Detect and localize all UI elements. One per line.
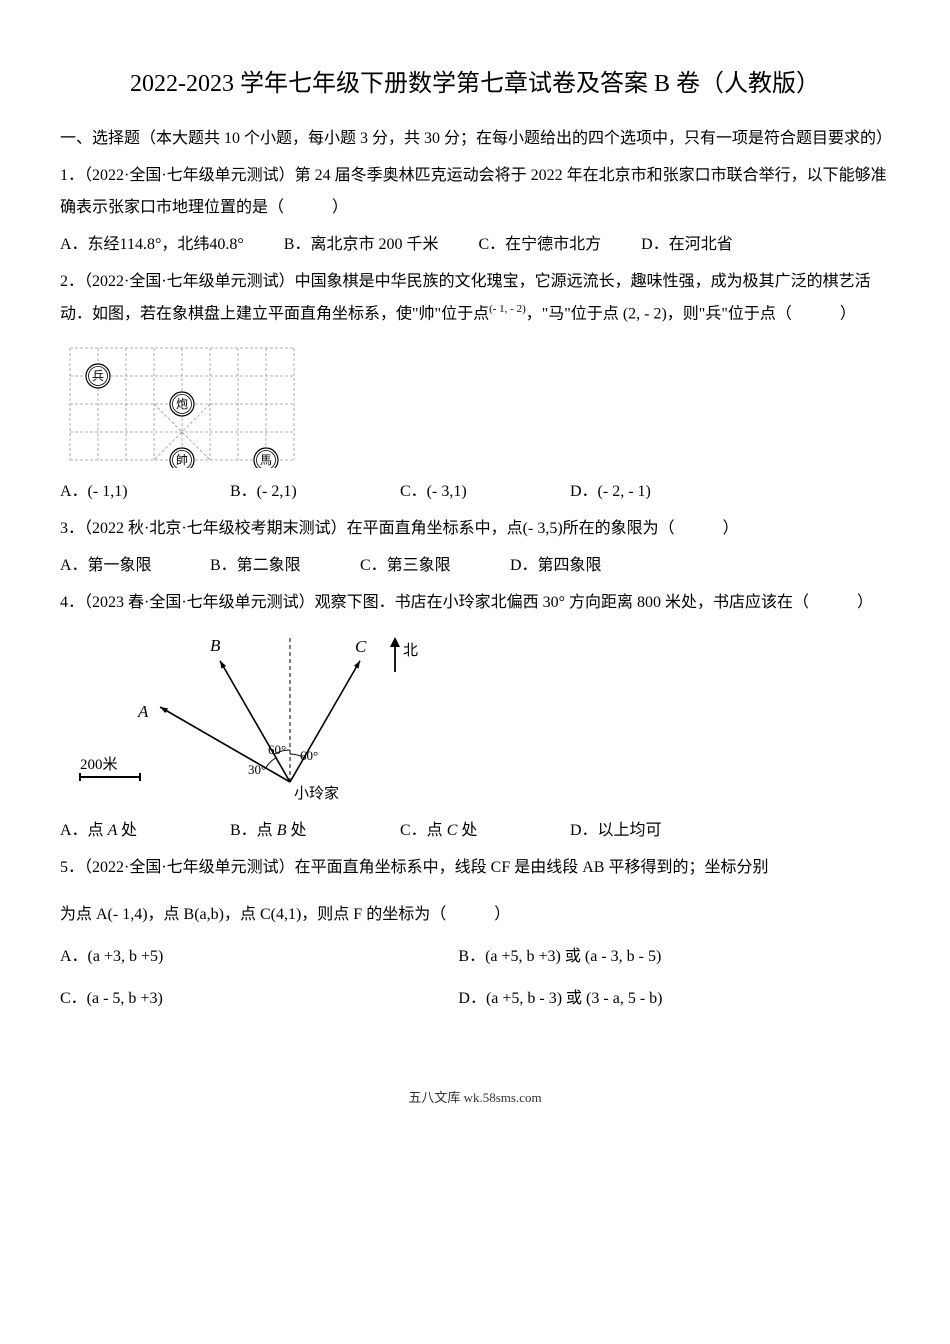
q4-option-b: B．点 B 处 xyxy=(230,815,400,847)
q1-option-c: C．在宁德市北方 xyxy=(478,229,601,261)
question-5-line1: 5．（2022·全国·七年级单元测试）在平面直角坐标系中，线段 CF 是由线段 … xyxy=(60,852,890,884)
q2-option-b: B．(- 2,1) xyxy=(230,476,400,508)
q3-options: A．第一象限 B．第二象限 C．第三象限 D．第四象限 xyxy=(60,550,890,582)
q5-option-a: A．(a +3, b +5) xyxy=(60,941,458,973)
question-4: 4．（2023 春·全国·七年级单元测试）观察下图．书店在小玲家北偏西 30° … xyxy=(60,587,890,619)
svg-text:C: C xyxy=(355,637,367,656)
q2-text-2: ，则"兵"位于点（ ） xyxy=(667,305,856,322)
q2-option-c: C．(- 3,1) xyxy=(400,476,570,508)
q3-option-d: D．第四象限 xyxy=(510,550,660,582)
q2-option-a: A．(- 1,1) xyxy=(60,476,230,508)
q3-option-a: A．第一象限 xyxy=(60,550,210,582)
svg-text:30°: 30° xyxy=(248,762,266,777)
q2-option-d: D．(- 2, - 1) xyxy=(570,476,740,508)
svg-text:兵: 兵 xyxy=(92,369,104,383)
exam-title: 2022-2023 学年七年级下册数学第七章试卷及答案 B 卷（人教版） xyxy=(60,60,890,108)
q5-option-b: B．(a +5, b +3) 或 (a - 3, b - 5) xyxy=(458,941,856,973)
svg-text:60°: 60° xyxy=(300,748,318,763)
question-1: 1．（2022·全国·七年级单元测试）第 24 届冬季奥林匹克运动会将于 202… xyxy=(60,160,890,224)
svg-text:小玲家: 小玲家 xyxy=(294,785,339,802)
svg-text:60°: 60° xyxy=(268,742,286,757)
q5-option-d: D．(a +5, b - 3) 或 (3 - a, 5 - b) xyxy=(458,983,856,1015)
svg-text:北: 北 xyxy=(403,642,418,659)
q2-options: A．(- 1,1) B．(- 2,1) C．(- 3,1) D．(- 2, - … xyxy=(60,476,890,508)
q4-option-c: C．点 C 处 xyxy=(400,815,570,847)
q1-options: A．东经114.8°，北纬40.8° B．离北京市 200 千米 C．在宁德市北… xyxy=(60,229,890,261)
svg-text:帥: 帥 xyxy=(176,453,188,467)
q1-option-d: D．在河北省 xyxy=(641,229,733,261)
q2-coord-2: (2, - 2) xyxy=(623,305,667,322)
question-3: 3．（2022 秋·北京·七年级校考期末测试）在平面直角坐标系中，点(- 3,5… xyxy=(60,513,890,545)
section-1-header: 一、选择题（本大题共 10 个小题，每小题 3 分，共 30 分；在每小题给出的… xyxy=(60,123,890,155)
svg-text:炮: 炮 xyxy=(176,397,188,411)
q2-mid: ，"马"位于点 xyxy=(526,305,619,322)
svg-text:A: A xyxy=(137,702,149,721)
q5-option-c: C．(a - 5, b +3) xyxy=(60,983,458,1015)
q1-option-b: B．离北京市 200 千米 xyxy=(284,229,439,261)
q4-option-d: D．以上均可 xyxy=(570,815,740,847)
page-footer: 五八文库 wk.58sms.com xyxy=(60,1085,890,1111)
q5-options: A．(a +3, b +5) B．(a +5, b +3) 或 (a - 3, … xyxy=(60,941,890,1025)
chess-board-figure: 兵炮帥 馬 xyxy=(60,338,300,468)
q3-option-b: B．第二象限 xyxy=(210,550,360,582)
q1-option-a: A．东经114.8°，北纬40.8° xyxy=(60,229,244,261)
direction-diagram: 200米ABC北30°60°60°小玲家 xyxy=(60,627,420,807)
q3-option-c: C．第三象限 xyxy=(360,550,510,582)
svg-text:B: B xyxy=(210,636,221,655)
q4-options: A．点 A 处 B．点 B 处 C．点 C 处 D．以上均可 xyxy=(60,815,890,847)
q4-option-a: A．点 A 处 xyxy=(60,815,230,847)
svg-text:200米: 200米 xyxy=(80,756,118,773)
question-5-line2: 为点 A(- 1,4)，点 B(a,b)，点 C(4,1)，则点 F 的坐标为（… xyxy=(60,899,890,931)
svg-text:馬: 馬 xyxy=(260,453,272,467)
q2-coord-1: (- 1, - 2) xyxy=(489,303,526,315)
question-2: 2．（2022·全国·七年级单元测试）中国象棋是中华民族的文化瑰宝，它源远流长，… xyxy=(60,266,890,330)
